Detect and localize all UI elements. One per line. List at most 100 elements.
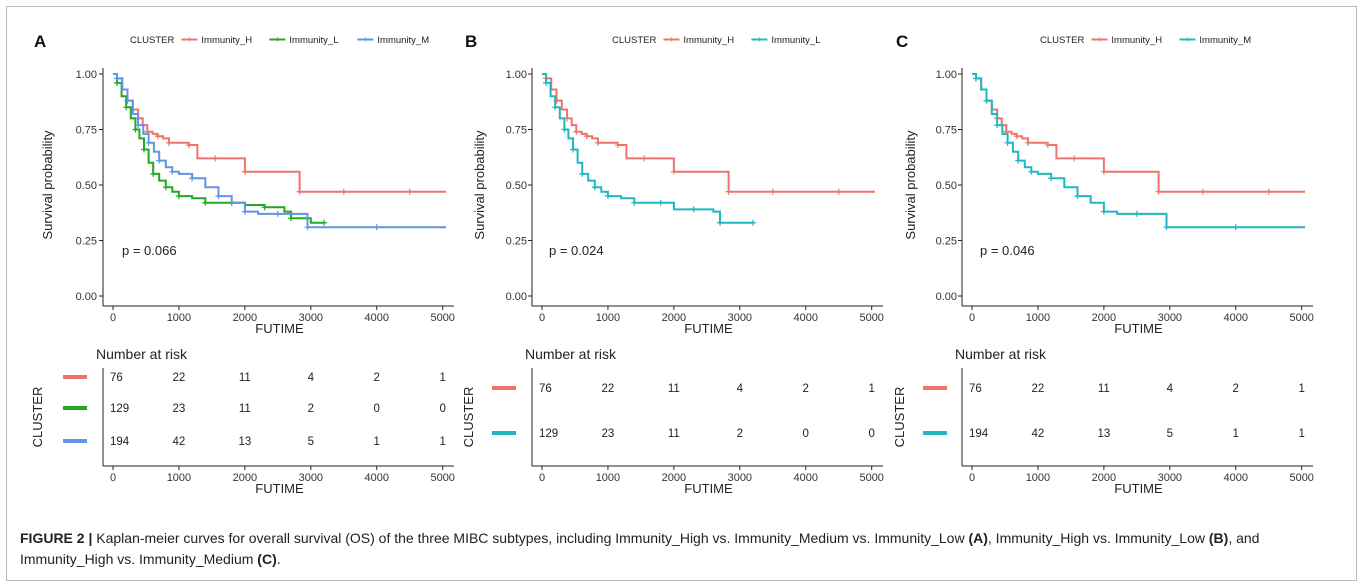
censor-mark-immunity-h [670,168,677,175]
risk-count-immunity-m: 5 [1167,428,1173,440]
km-curve-immunity-l [113,73,324,224]
panel-letter: A [34,32,46,51]
x-axis-label: FUTIME [684,321,733,336]
risk-count-immunity-h: 22 [1032,383,1045,395]
risk-y-axis-label: CLUSTER [461,387,476,448]
legend-swatch-plus-immunity-l: + [275,35,280,45]
censor-mark-immunity-l [631,199,638,206]
censor-mark-immunity-h [340,188,347,195]
x-tick-label: 1000 [596,312,620,324]
y-axis-label: Survival probability [472,130,487,240]
censor-mark-immunity-h [1265,188,1272,195]
legend: CLUSTER + Immunity_H + Immunity_L [612,35,821,47]
censor-mark-immunity-h [641,155,648,162]
x-tick-label: 2000 [662,312,686,324]
censor-mark-immunity-l [717,219,724,226]
risk-table-title: Number at risk [955,346,1047,362]
censor-mark-immunity-h [1025,139,1032,146]
x-tick-label: 2000 [1092,312,1116,324]
censor-mark-immunity-h [614,142,621,149]
risk-count-immunity-h: 4 [308,372,315,384]
censor-mark-immunity-m [1163,224,1170,231]
censor-mark-immunity-h [583,133,590,140]
censor-mark-immunity-l [162,184,169,191]
legend-label-immunity-h: Immunity_H [683,35,734,46]
censor-mark-immunity-m [972,75,979,82]
caption-label: FIGURE 2 | [20,530,93,546]
y-tick-label: 0.75 [76,125,97,137]
caption-text-3: , and Immunity_High vs. Immunity_Medium [20,530,1260,567]
y-tick-label: 0.25 [936,236,957,248]
legend-swatch-plus-immunity-l: + [757,35,762,45]
legend-swatch-plus-immunity-h: + [1097,35,1102,45]
y-tick-label: 0.50 [76,180,97,192]
x-tick-label: 3000 [728,312,752,324]
risk-count-immunity-h: 11 [668,383,680,395]
x-tick-label: 4000 [794,312,818,324]
censor-mark-immunity-m [169,168,176,175]
x-tick-label: 3000 [299,312,323,324]
x-axis-label: FUTIME [255,321,304,336]
censor-mark-immunity-l [261,204,268,211]
risk-x-tick-label: 1000 [167,472,191,484]
censor-mark-immunity-m [113,75,120,82]
caption-ref-a: (A) [968,530,988,546]
km-curve-immunity-h [972,73,1305,193]
risk-count-immunity-l: 0 [868,428,874,440]
censor-mark-immunity-h [573,128,580,135]
risk-x-axis-label: FUTIME [684,481,733,496]
censor-mark-immunity-m [241,208,248,215]
censor-mark-immunity-l [579,170,586,177]
risk-count-immunity-l: 23 [602,428,615,440]
risk-count-immunity-h: 1 [868,383,874,395]
risk-x-tick-label: 0 [539,472,545,484]
risk-count-immunity-m: 13 [238,436,251,448]
x-tick-label: 5000 [430,312,454,324]
y-tick-label: 1.00 [76,69,97,81]
censor-mark-immunity-l [604,193,611,200]
censor-mark-immunity-h [1155,188,1162,195]
x-tick-label: 2000 [233,312,257,324]
censor-mark-immunity-m [215,193,222,200]
censor-mark-immunity-m [983,97,990,104]
y-tick-label: 0.00 [506,291,527,303]
caption-ref-c: (C) [257,551,277,567]
risk-count-immunity-h: 11 [1098,383,1110,395]
censor-mark-immunity-m [124,97,131,104]
figure-frame [6,6,1357,581]
risk-count-immunity-m: 1 [1233,428,1239,440]
censor-mark-immunity-h [166,139,173,146]
risk-count-immunity-l: 129 [539,428,558,440]
risk-count-immunity-m: 1 [439,436,445,448]
risk-count-immunity-l: 129 [110,403,129,415]
censor-mark-immunity-l [132,126,139,133]
risk-count-immunity-h: 11 [239,372,251,384]
censor-mark-immunity-m [1100,208,1107,215]
legend: CLUSTER + Immunity_H + Immunity_M [1040,35,1251,47]
y-tick-label: 0.50 [506,180,527,192]
caption-ref-b: (B) [1208,530,1229,546]
censor-mark-immunity-h [212,155,219,162]
risk-x-tick-label: 4000 [365,472,389,484]
legend-title: CLUSTER [130,35,174,46]
x-tick-label: 1000 [167,312,191,324]
censor-mark-immunity-h [406,188,413,195]
risk-count-immunity-h: 2 [803,383,809,395]
km-panel-a: A CLUSTER + Immunity_H + Immunity_L + Immunity_… [30,32,455,496]
censor-mark-immunity-m [1015,157,1022,164]
y-axis-label: Survival probability [903,130,918,240]
risk-count-immunity-l: 2 [737,428,743,440]
censor-mark-immunity-h [185,142,192,149]
x-tick-label: 3000 [1158,312,1182,324]
panel-letter: C [896,32,908,51]
risk-x-tick-label: 1000 [596,472,620,484]
km-curve-immunity-m [972,73,1305,229]
risk-x-tick-label: 2000 [233,472,257,484]
risk-count-immunity-h: 1 [439,372,445,384]
x-tick-label: 0 [539,312,545,324]
caption-text-1: Kaplan-meier curves for overall survival… [92,530,969,546]
censor-mark-immunity-h [835,188,842,195]
y-tick-label: 0.00 [936,291,957,303]
y-tick-label: 0.25 [506,236,527,248]
